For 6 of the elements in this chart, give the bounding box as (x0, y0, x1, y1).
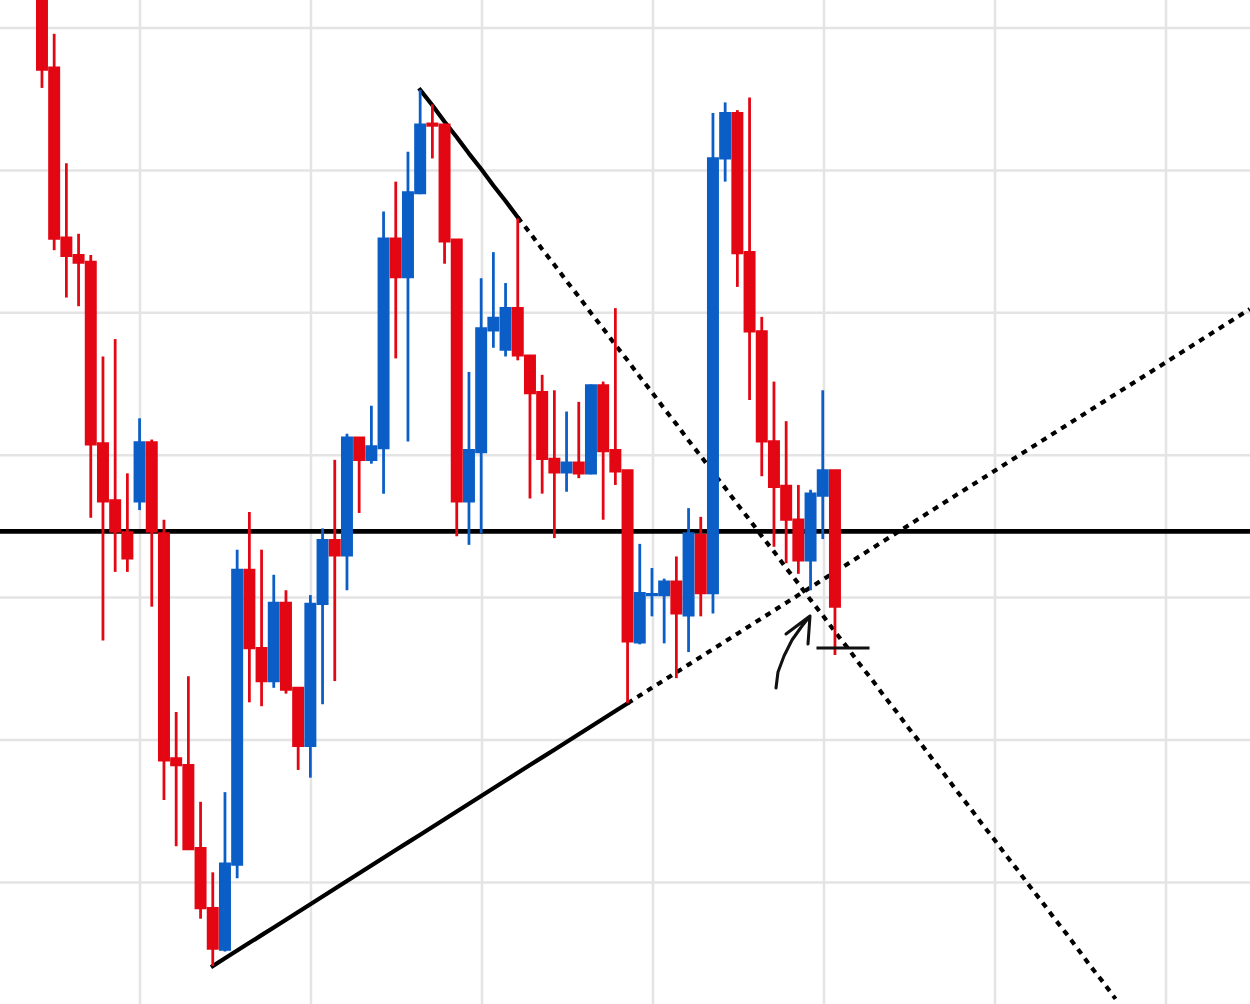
candlestick (572, 400, 585, 480)
candlestick (353, 436, 366, 515)
candlestick (389, 180, 402, 360)
candlestick (560, 410, 573, 494)
candlestick (328, 458, 341, 683)
candlestick (670, 555, 683, 680)
